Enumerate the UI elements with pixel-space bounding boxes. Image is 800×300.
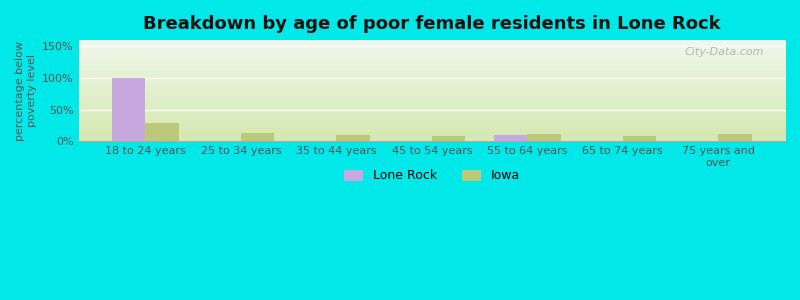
Bar (718, 134, 751, 141)
Bar (336, 135, 370, 141)
Y-axis label: percentage below
poverty level: percentage below poverty level (15, 40, 37, 141)
Bar (494, 135, 527, 141)
Bar (112, 78, 146, 141)
Text: City-Data.com: City-Data.com (684, 47, 764, 57)
Title: Breakdown by age of poor female residents in Lone Rock: Breakdown by age of poor female resident… (143, 15, 721, 33)
Bar (622, 136, 656, 141)
Bar (432, 136, 466, 141)
Legend: Lone Rock, Iowa: Lone Rock, Iowa (339, 164, 525, 188)
Bar (527, 134, 561, 141)
Bar (146, 124, 179, 141)
Bar (241, 133, 274, 141)
